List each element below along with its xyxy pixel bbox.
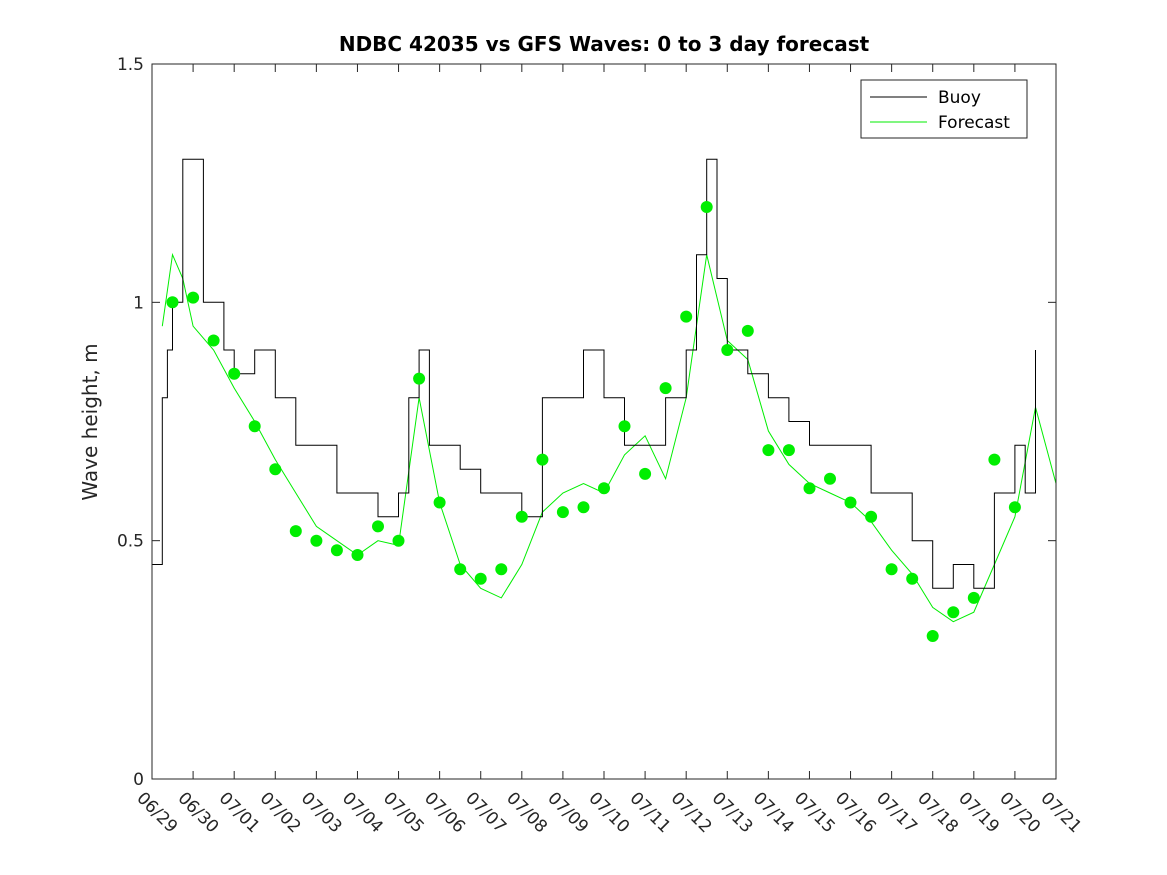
forecast-point — [803, 482, 816, 495]
forecast-point — [824, 472, 836, 485]
forecast-point — [700, 201, 713, 213]
chart-title: NDBC 42035 vs GFS Waves: 0 to 3 day fore… — [339, 32, 870, 56]
forecast-point — [495, 563, 508, 576]
forecast-point — [926, 630, 939, 642]
y-axis-label: Wave height, m — [78, 343, 102, 500]
forecast-line — [161, 252, 1057, 623]
forecast-point — [762, 444, 775, 457]
forecast-point — [659, 382, 672, 395]
forecast-point — [454, 563, 467, 576]
forecast-point — [166, 296, 179, 309]
forecast-point — [906, 572, 919, 585]
forecast-point — [207, 334, 220, 347]
forecast-point — [885, 563, 898, 576]
forecast-point — [228, 367, 241, 380]
forecast-point — [618, 420, 631, 433]
forecast-point — [598, 482, 610, 495]
y-tick-label: 1 — [133, 293, 144, 313]
forecast-point — [433, 496, 446, 509]
y-axis: 0 0.5 1 1.5 — [117, 55, 1056, 790]
forecast-point — [680, 310, 693, 323]
forecast-point — [269, 463, 282, 476]
legend-box — [860, 79, 1028, 139]
forecast-point — [721, 344, 734, 356]
forecast-point — [782, 444, 795, 457]
forecast-point — [639, 467, 652, 480]
forecast-point — [741, 324, 754, 337]
forecast-point — [515, 510, 528, 523]
forecast-point — [536, 453, 549, 466]
y-tick-label: 1.5 — [117, 55, 144, 75]
y-tick-label: 0 — [133, 770, 144, 790]
forecast-point — [556, 506, 569, 519]
forecast-point — [988, 453, 1001, 466]
forecast-point — [187, 291, 200, 304]
legend-label-buoy: Buoy — [938, 88, 981, 108]
forecast-point — [577, 501, 590, 514]
forecast-point — [413, 372, 426, 385]
legend: Buoy Forecast — [860, 79, 1028, 139]
forecast-point — [351, 549, 364, 561]
forecast-point — [392, 534, 405, 547]
forecast-point — [330, 544, 343, 557]
forecast-point — [865, 510, 878, 523]
legend-label-forecast: Forecast — [938, 113, 1010, 133]
forecast-point — [967, 591, 980, 604]
forecast-point — [289, 525, 302, 538]
y-tick-label: 0.5 — [117, 532, 144, 552]
forecast-point — [310, 534, 323, 547]
forecast-point — [248, 420, 261, 433]
forecast-point — [947, 606, 960, 619]
plot-area — [152, 158, 1057, 642]
forecast-point — [474, 572, 487, 585]
forecast-point — [372, 520, 384, 533]
forecast-point — [844, 496, 857, 509]
forecast-point — [1008, 501, 1021, 514]
